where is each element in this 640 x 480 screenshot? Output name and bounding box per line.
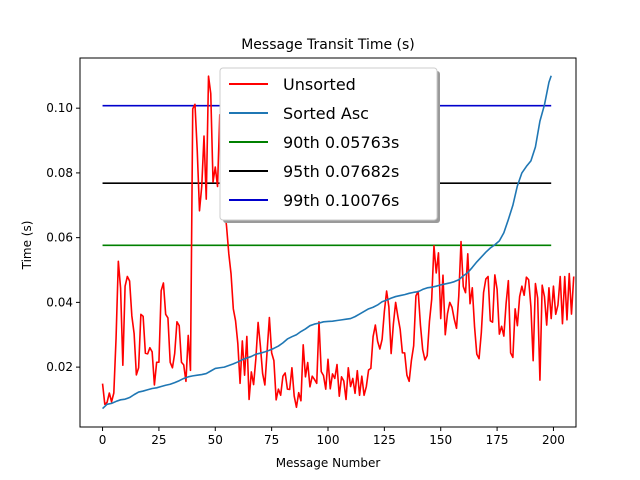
series-line-unsorted bbox=[101, 75, 575, 409]
x-tick-label: 75 bbox=[264, 433, 279, 447]
y-tick-label: 0.08 bbox=[46, 166, 73, 180]
legend-box bbox=[219, 67, 438, 221]
y-tick-label: 0.10 bbox=[46, 101, 73, 115]
x-tick-label: 175 bbox=[486, 433, 509, 447]
x-axis-label: Message Number bbox=[276, 456, 381, 470]
y-tick-label: 0.04 bbox=[46, 295, 73, 309]
x-tick-label: 125 bbox=[373, 433, 396, 447]
y-axis-label: Time (s) bbox=[20, 221, 34, 271]
x-tick-label: 100 bbox=[317, 433, 340, 447]
x-tick-label: 200 bbox=[542, 433, 565, 447]
axis-ticks: 0 25 50 75 100 125 150 175 200 0.02 0.04 0.06 0.08 0.… bbox=[46, 101, 565, 447]
series-line-sorted-asc bbox=[102, 75, 552, 410]
legend-label: 90th 0.05763s bbox=[283, 133, 399, 152]
x-tick-label: 0 bbox=[99, 433, 107, 447]
legend-label: Unsorted bbox=[283, 75, 356, 94]
x-tick-label: 50 bbox=[208, 433, 223, 447]
y-tick-label: 0.02 bbox=[46, 360, 73, 374]
legend: Unsorted Sorted Asc 90th 0.05763s 95th 0.07… bbox=[219, 67, 440, 223]
legend-label: 99th 0.10076s bbox=[283, 191, 399, 210]
chart-title: Message Transit Time (s) bbox=[241, 37, 415, 53]
legend-label: Sorted Asc bbox=[283, 104, 369, 123]
y-tick-label: 0.06 bbox=[46, 231, 73, 245]
legend-label: 95th 0.07682s bbox=[283, 162, 399, 181]
x-tick-label: 150 bbox=[429, 433, 452, 447]
x-tick-label: 25 bbox=[151, 433, 166, 447]
